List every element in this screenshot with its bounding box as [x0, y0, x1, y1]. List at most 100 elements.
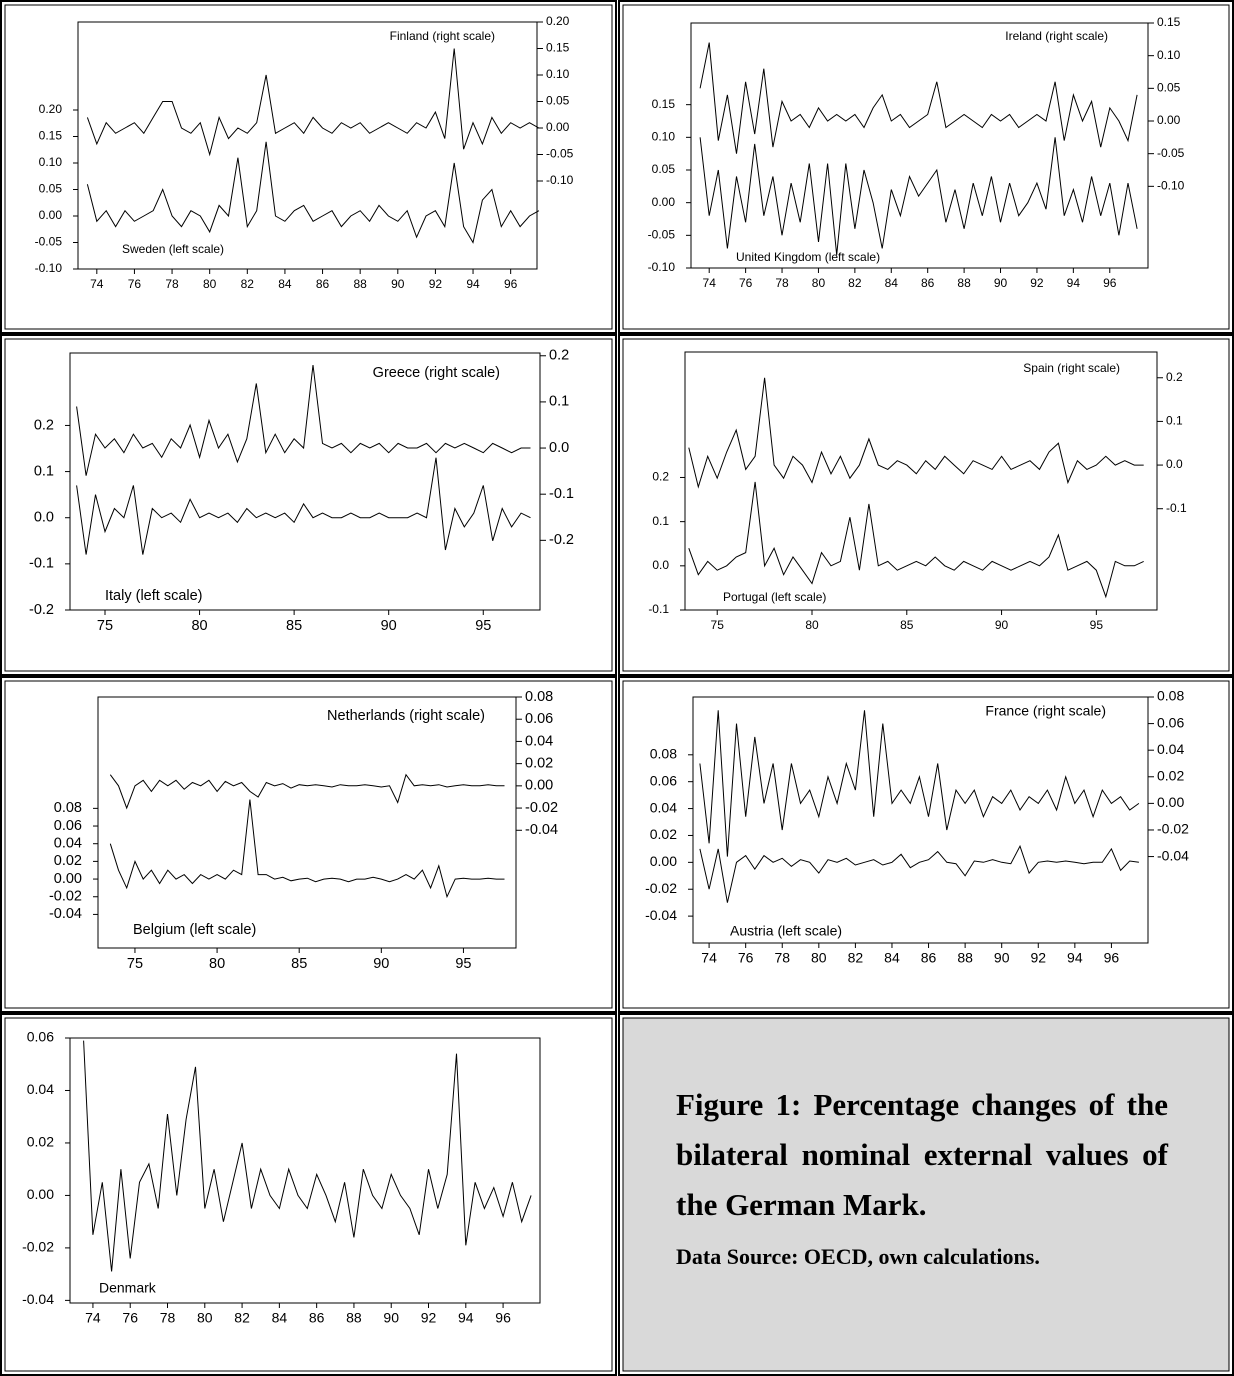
y2-tick-label: 0.0	[1166, 457, 1183, 471]
y2-tick-label: 0.08	[525, 689, 553, 705]
x-tick-label: 76	[128, 277, 142, 291]
x-tick-label: 84	[884, 950, 900, 966]
y2-tick-label: 0.10	[546, 67, 570, 81]
series-line	[699, 137, 1138, 255]
cell-frame	[622, 680, 1230, 1009]
x-tick-label: 96	[1104, 950, 1120, 966]
x-tick-label: 86	[921, 950, 937, 966]
series-line	[699, 42, 1138, 154]
series-label: Netherlands (right scale)	[327, 708, 485, 724]
y2-tick-label: -0.10	[546, 173, 574, 187]
x-tick-label: 82	[848, 950, 864, 966]
x-tick-label: 94	[458, 1310, 474, 1326]
y-tick-label: -0.1	[648, 602, 669, 616]
y-tick-label: -0.2	[29, 602, 54, 618]
y-tick-label: -0.02	[22, 1239, 54, 1255]
cell-frame	[618, 1013, 1234, 1376]
x-tick-label: 78	[160, 1310, 176, 1326]
series-line	[688, 377, 1144, 489]
series-label: Denmark	[99, 1280, 157, 1296]
x-tick-label: 92	[421, 1310, 437, 1326]
x-tick-label: 78	[774, 950, 790, 966]
plot-frame	[684, 351, 1158, 611]
y-tick-label: 0.06	[27, 1029, 54, 1045]
y-tick-label: 0.0	[652, 558, 669, 572]
x-tick-label: 96	[504, 277, 518, 291]
y-tick-label: 0.1	[652, 514, 669, 528]
x-tick-label: 76	[739, 276, 753, 290]
y2-tick-label: 0.15	[546, 41, 570, 55]
x-tick-label: 94	[1067, 950, 1083, 966]
x-tick-label: 84	[278, 277, 292, 291]
x-tick-label: 80	[811, 950, 827, 966]
y2-tick-label: 0.1	[1166, 414, 1183, 428]
y2-tick-label: 0.02	[1157, 767, 1184, 783]
y2-tick-label: 0.00	[546, 120, 570, 134]
x-tick-label: 80	[203, 277, 217, 291]
y2-tick-label: -0.2	[549, 532, 574, 548]
x-tick-label: 88	[353, 277, 367, 291]
y2-tick-label: 0.0	[549, 440, 569, 456]
x-tick-label: 74	[85, 1310, 101, 1326]
x-tick-label: 88	[957, 276, 971, 290]
cell-frame	[4, 4, 613, 330]
y-tick-label: 0.05	[39, 182, 63, 196]
y2-tick-label: 0.04	[525, 733, 553, 749]
x-tick-label: 84	[885, 276, 899, 290]
y2-tick-label: 0.00	[1157, 113, 1181, 127]
series-label: United Kingdom (left scale)	[736, 250, 880, 264]
x-tick-label: 85	[900, 618, 914, 632]
y-tick-label: 0.0	[34, 510, 54, 526]
cell-frame	[622, 4, 1230, 330]
y-tick-label: 0.02	[27, 1134, 54, 1150]
x-tick-label: 92	[429, 277, 443, 291]
cell-frame	[4, 1017, 613, 1372]
y-tick-label: -0.10	[648, 260, 676, 274]
x-tick-label: 75	[97, 618, 113, 634]
y2-tick-label: 0.08	[1157, 688, 1184, 704]
x-tick-label: 78	[165, 277, 179, 291]
x-tick-label: 74	[90, 277, 104, 291]
y2-tick-label: 0.15	[1157, 15, 1181, 29]
series-label: Sweden (left scale)	[122, 242, 224, 256]
y2-tick-label: -0.1	[549, 486, 574, 502]
series-label: Austria (left scale)	[730, 923, 842, 939]
series-line	[688, 481, 1144, 599]
x-tick-label: 76	[738, 950, 754, 966]
y-tick-label: 0.00	[27, 1186, 54, 1202]
x-tick-label: 82	[234, 1310, 250, 1326]
y2-tick-label: -0.04	[525, 822, 558, 838]
y2-tick-label: -0.10	[1157, 179, 1185, 193]
plot-frame	[69, 352, 541, 611]
y-tick-label: 0.1	[34, 463, 54, 479]
series-label: Portugal (left scale)	[723, 590, 826, 604]
cell-frame	[622, 338, 1230, 672]
x-tick-label: 90	[373, 956, 389, 972]
series-label: Finland (right scale)	[390, 29, 495, 43]
x-tick-label: 86	[316, 277, 330, 291]
y-tick-label: 0.02	[54, 853, 82, 869]
y2-tick-label: -0.04	[1157, 847, 1189, 863]
plot-frame	[97, 696, 517, 949]
y2-tick-label: -0.05	[1157, 146, 1185, 160]
series-line	[109, 799, 505, 899]
y2-tick-label: 0.05	[546, 94, 570, 108]
series-line	[699, 844, 1139, 903]
x-tick-label: 85	[286, 618, 302, 634]
series-line	[86, 141, 540, 244]
y2-tick-label: 0.06	[525, 711, 553, 727]
y-tick-label: 0.02	[650, 826, 677, 842]
y2-tick-label: -0.1	[1166, 501, 1187, 515]
x-tick-label: 74	[701, 950, 717, 966]
y2-tick-label: 0.00	[1157, 794, 1184, 810]
y-tick-label: -0.04	[22, 1291, 54, 1307]
series-line	[83, 1040, 532, 1272]
series-line	[76, 457, 531, 555]
y-tick-label: 0.00	[54, 871, 82, 887]
y-tick-label: -0.04	[49, 906, 82, 922]
x-tick-label: 80	[197, 1310, 213, 1326]
plot-frame	[690, 22, 1149, 269]
cell-frame	[618, 0, 1234, 334]
